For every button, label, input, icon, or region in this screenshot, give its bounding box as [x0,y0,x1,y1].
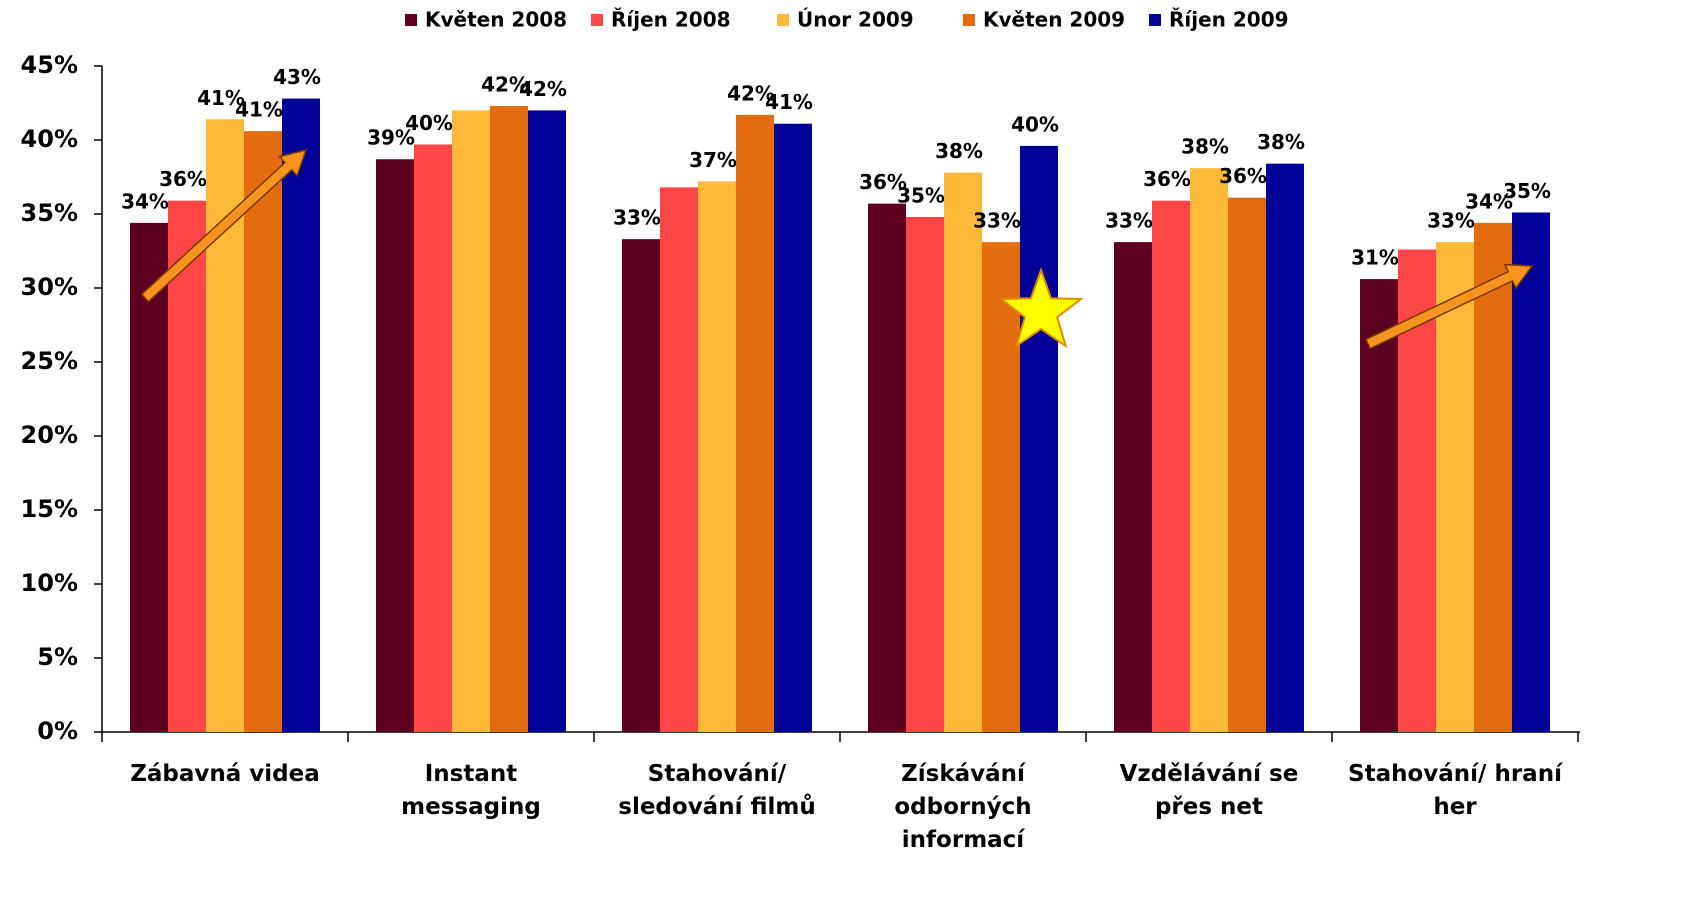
x-tick-label: Stahování/ hraní her [1348,761,1562,820]
value-label: 43% [273,65,321,89]
bar [490,105,528,732]
value-label: 38% [1181,135,1229,159]
y-tick-label: 40% [21,125,78,153]
value-label: 33% [1105,209,1153,233]
legend-swatch [963,14,975,26]
value-label: 36% [159,167,207,191]
legend-swatch [591,14,603,26]
bar [244,131,282,732]
value-label: 39% [367,126,415,150]
bar [282,98,320,732]
bar [452,110,490,732]
x-tick-label: Vzdělávání se přes net [1119,761,1299,820]
star [998,267,1084,349]
y-tick-label: 15% [21,495,78,523]
value-label: 35% [897,183,945,207]
value-label: 35% [1503,179,1551,203]
bar [944,172,982,732]
value-label: 40% [405,111,453,135]
bar [1190,168,1228,732]
bar [414,144,452,732]
value-label: 37% [689,148,737,172]
bar [168,200,206,732]
value-label: 36% [1219,164,1267,188]
arrow [1364,263,1534,350]
value-label: 41% [765,90,813,114]
bar [1020,145,1058,733]
bar [1436,242,1474,732]
legend-label: Květen 2008 [425,8,567,32]
y-tick-label: 10% [21,569,78,597]
bar [1512,212,1550,732]
value-label: 40% [1011,112,1059,136]
value-label: 38% [935,139,983,163]
x-tick-label: Zábavná videa [130,761,320,787]
value-label: 42% [727,81,775,105]
bar [698,181,736,732]
bar [376,159,414,733]
x-tick-label: Získávání odborných informací [894,761,1032,853]
value-label: 34% [1465,189,1513,213]
bar [660,187,698,733]
bar [1114,242,1152,732]
bar [982,242,1020,732]
y-tick-label: 35% [21,199,78,227]
arrow [140,148,308,303]
y-tick-label: 0% [37,717,78,745]
x-tick-label: Instant messaging [401,761,541,820]
y-tick-label: 20% [21,421,78,449]
bar [1360,279,1398,732]
value-label: 42% [481,72,529,96]
bar [1474,222,1512,732]
legend-swatch [777,14,789,26]
annotations [140,148,1534,350]
bar [774,123,812,733]
value-label: 36% [859,170,907,194]
legend-label: Únor 2009 [797,8,914,32]
bar [1266,163,1304,732]
value-label: 36% [1143,167,1191,191]
value-label: 41% [197,86,245,110]
bar [528,110,566,732]
y-tick-label: 25% [21,347,78,375]
value-label: 34% [121,189,169,213]
y-tick-label: 45% [21,51,78,79]
legend-swatch [1149,14,1161,26]
value-label: 38% [1257,130,1305,154]
bar [1152,200,1190,732]
legend-label: Květen 2009 [983,8,1125,32]
legend-swatch [405,14,417,26]
legend-label: Říjen 2009 [1169,8,1289,32]
x-tick-label: Stahování/ sledování filmů [618,761,816,820]
value-label: 42% [519,77,567,101]
y-tick-label: 30% [21,273,78,301]
bar [622,239,660,732]
value-label: 33% [973,209,1021,233]
bar [906,216,944,732]
bar [130,222,168,732]
value-label: 33% [1427,209,1475,233]
legend-label: Říjen 2008 [611,8,731,32]
y-tick-label: 5% [37,643,78,671]
value-label: 41% [235,98,283,122]
bar [1228,197,1266,733]
bar [736,114,774,733]
value-label: 31% [1351,246,1399,270]
value-label: 33% [613,206,661,230]
bar [868,203,906,732]
